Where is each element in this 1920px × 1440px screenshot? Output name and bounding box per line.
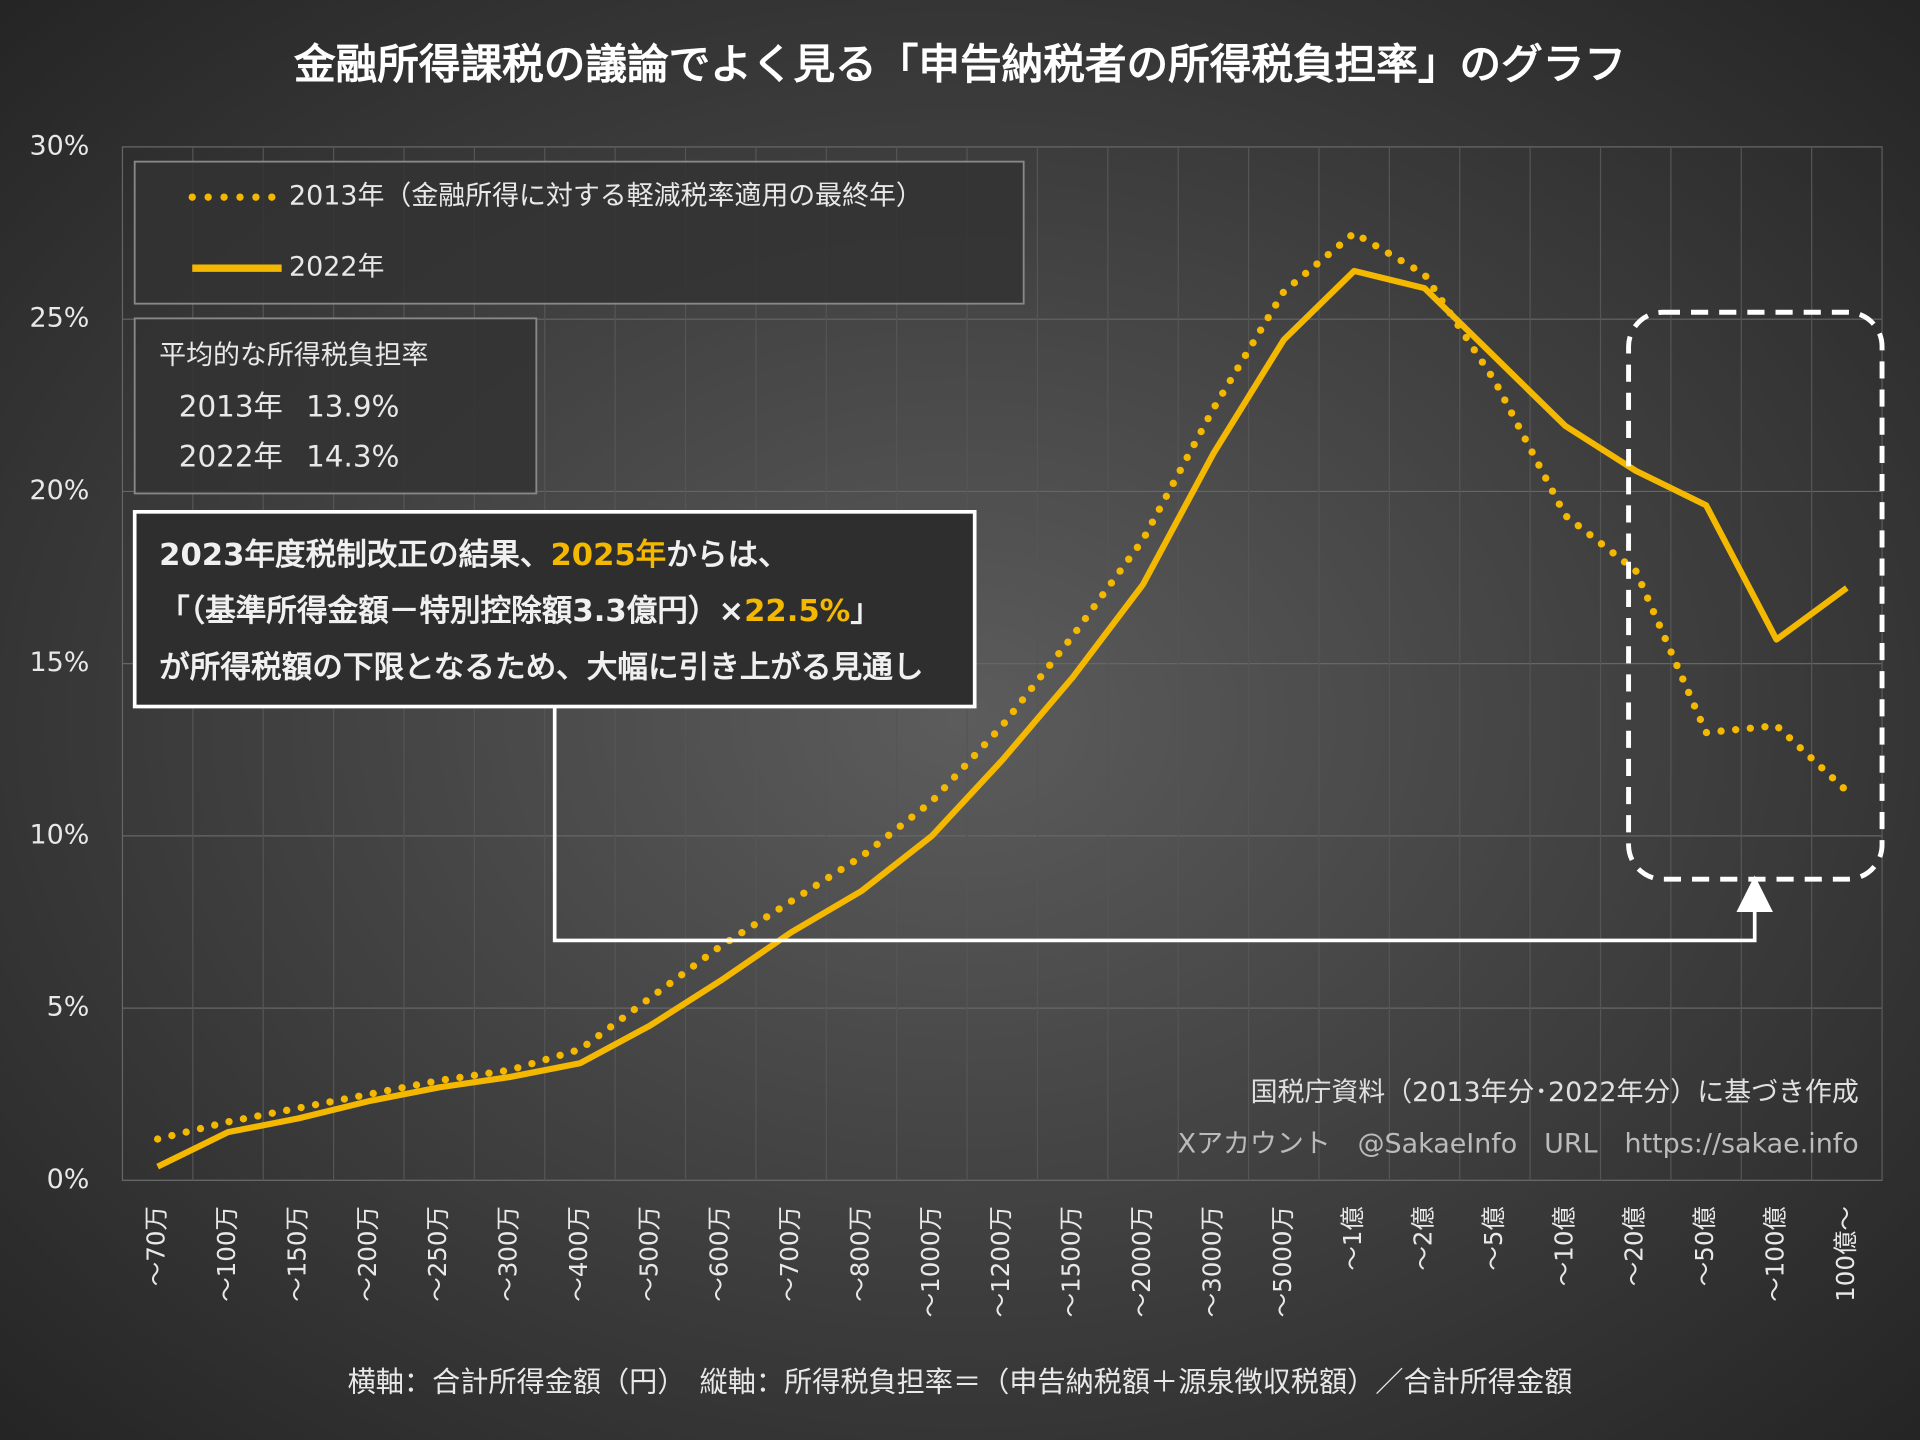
chart-title: 金融所得課税の議論でよく見る「申告納税者の所得税負担率」のグラフ <box>293 39 1626 88</box>
x-tick-label: ～400万 <box>564 1206 593 1302</box>
y-tick-label: 25% <box>30 303 90 334</box>
annotation-box <box>132 509 977 709</box>
x-tick-label: ～2億 <box>1409 1206 1438 1271</box>
x-tick-label: ～1億 <box>1338 1206 1367 1271</box>
annotation-line: 「（基準所得金額－特別控除額3.3億円）×22.5%」 <box>159 593 881 629</box>
x-tick-label: ～700万 <box>775 1206 804 1302</box>
x-tick-label: ～50億 <box>1690 1206 1719 1286</box>
annotation-highlight: 2025年 <box>550 537 666 572</box>
x-tick-label: ～1200万 <box>986 1206 1015 1317</box>
series-line <box>153 229 1851 1143</box>
x-tick-label: ～1000万 <box>916 1206 945 1317</box>
y-tick-label: 30% <box>30 130 90 161</box>
x-tick-label: ～600万 <box>705 1206 734 1302</box>
x-tick-label: ～200万 <box>353 1206 382 1302</box>
y-tick-label: 10% <box>30 819 90 850</box>
x-tick-label: ～20億 <box>1620 1206 1649 1286</box>
annotation-text: 2023年度税制改正の結果、 <box>159 537 550 572</box>
annotation-text: からは、 <box>666 537 788 572</box>
source-note: 国税庁資料（2013年分･2022年分）に基づき作成 <box>1251 1077 1859 1108</box>
x-tick-label: ～70万 <box>142 1206 171 1286</box>
x-tick-label: ～150万 <box>282 1206 311 1302</box>
x-tick-label: ～1500万 <box>1057 1206 1086 1317</box>
annotation-highlight: 22.5% <box>744 594 850 629</box>
y-tick-label: 15% <box>30 647 90 678</box>
x-tick-label: ～10億 <box>1549 1206 1578 1286</box>
source-note: Xアカウント @SakaeInfo URL https://sakae.info <box>1178 1128 1859 1159</box>
annotation-text: 「（基準所得金額－特別控除額3.3億円）× <box>159 593 744 629</box>
annotation-text: 」 <box>850 594 881 629</box>
annotation-line: が所得税額の下限となるため、大幅に引き上がる見通し <box>159 649 923 685</box>
legend-label: 2022年 <box>289 252 384 283</box>
x-tick-label: ～300万 <box>494 1206 523 1302</box>
y-tick-label: 0% <box>47 1164 90 1195</box>
x-tick-label: ～500万 <box>634 1206 663 1302</box>
y-tick-label: 20% <box>30 475 90 506</box>
x-tick-label: ～5000万 <box>1268 1206 1297 1317</box>
x-tick-label: ～5億 <box>1479 1206 1508 1271</box>
axis-note: 横軸：合計所得金額（円） 縦軸：所得税負担率＝（申告納税額＋源泉徴収税額）／合計… <box>348 1366 1573 1399</box>
average-value: 14.3% <box>306 439 399 473</box>
x-tick-label: ～800万 <box>845 1206 874 1302</box>
connector <box>552 706 1774 943</box>
legend-label: 2013年（金融所得に対する軽減税率適用の最終年） <box>289 181 923 212</box>
x-tick-label: 100億～ <box>1831 1206 1860 1302</box>
y-tick-label: 5% <box>47 992 90 1023</box>
legend-box <box>133 160 1025 305</box>
average-value: 13.9% <box>306 389 399 423</box>
average-year: 2013年 <box>179 389 283 423</box>
average-box <box>133 317 538 495</box>
annotation-text: が所得税額の下限となるため、大幅に引き上がる見通し <box>159 649 923 685</box>
x-tick-label: ～250万 <box>423 1206 452 1302</box>
x-tick-label: ～100万 <box>212 1206 241 1302</box>
annotation-line: 2023年度税制改正の結果、2025年からは、 <box>159 537 789 572</box>
x-tick-label: ～3000万 <box>1197 1206 1226 1317</box>
x-tick-label: ～2000万 <box>1127 1206 1156 1317</box>
average-year: 2022年 <box>179 439 283 473</box>
series-line <box>156 267 1849 1170</box>
x-tick-label: ～100億 <box>1760 1206 1789 1302</box>
average-title: 平均的な所得税負担率 <box>159 340 428 371</box>
